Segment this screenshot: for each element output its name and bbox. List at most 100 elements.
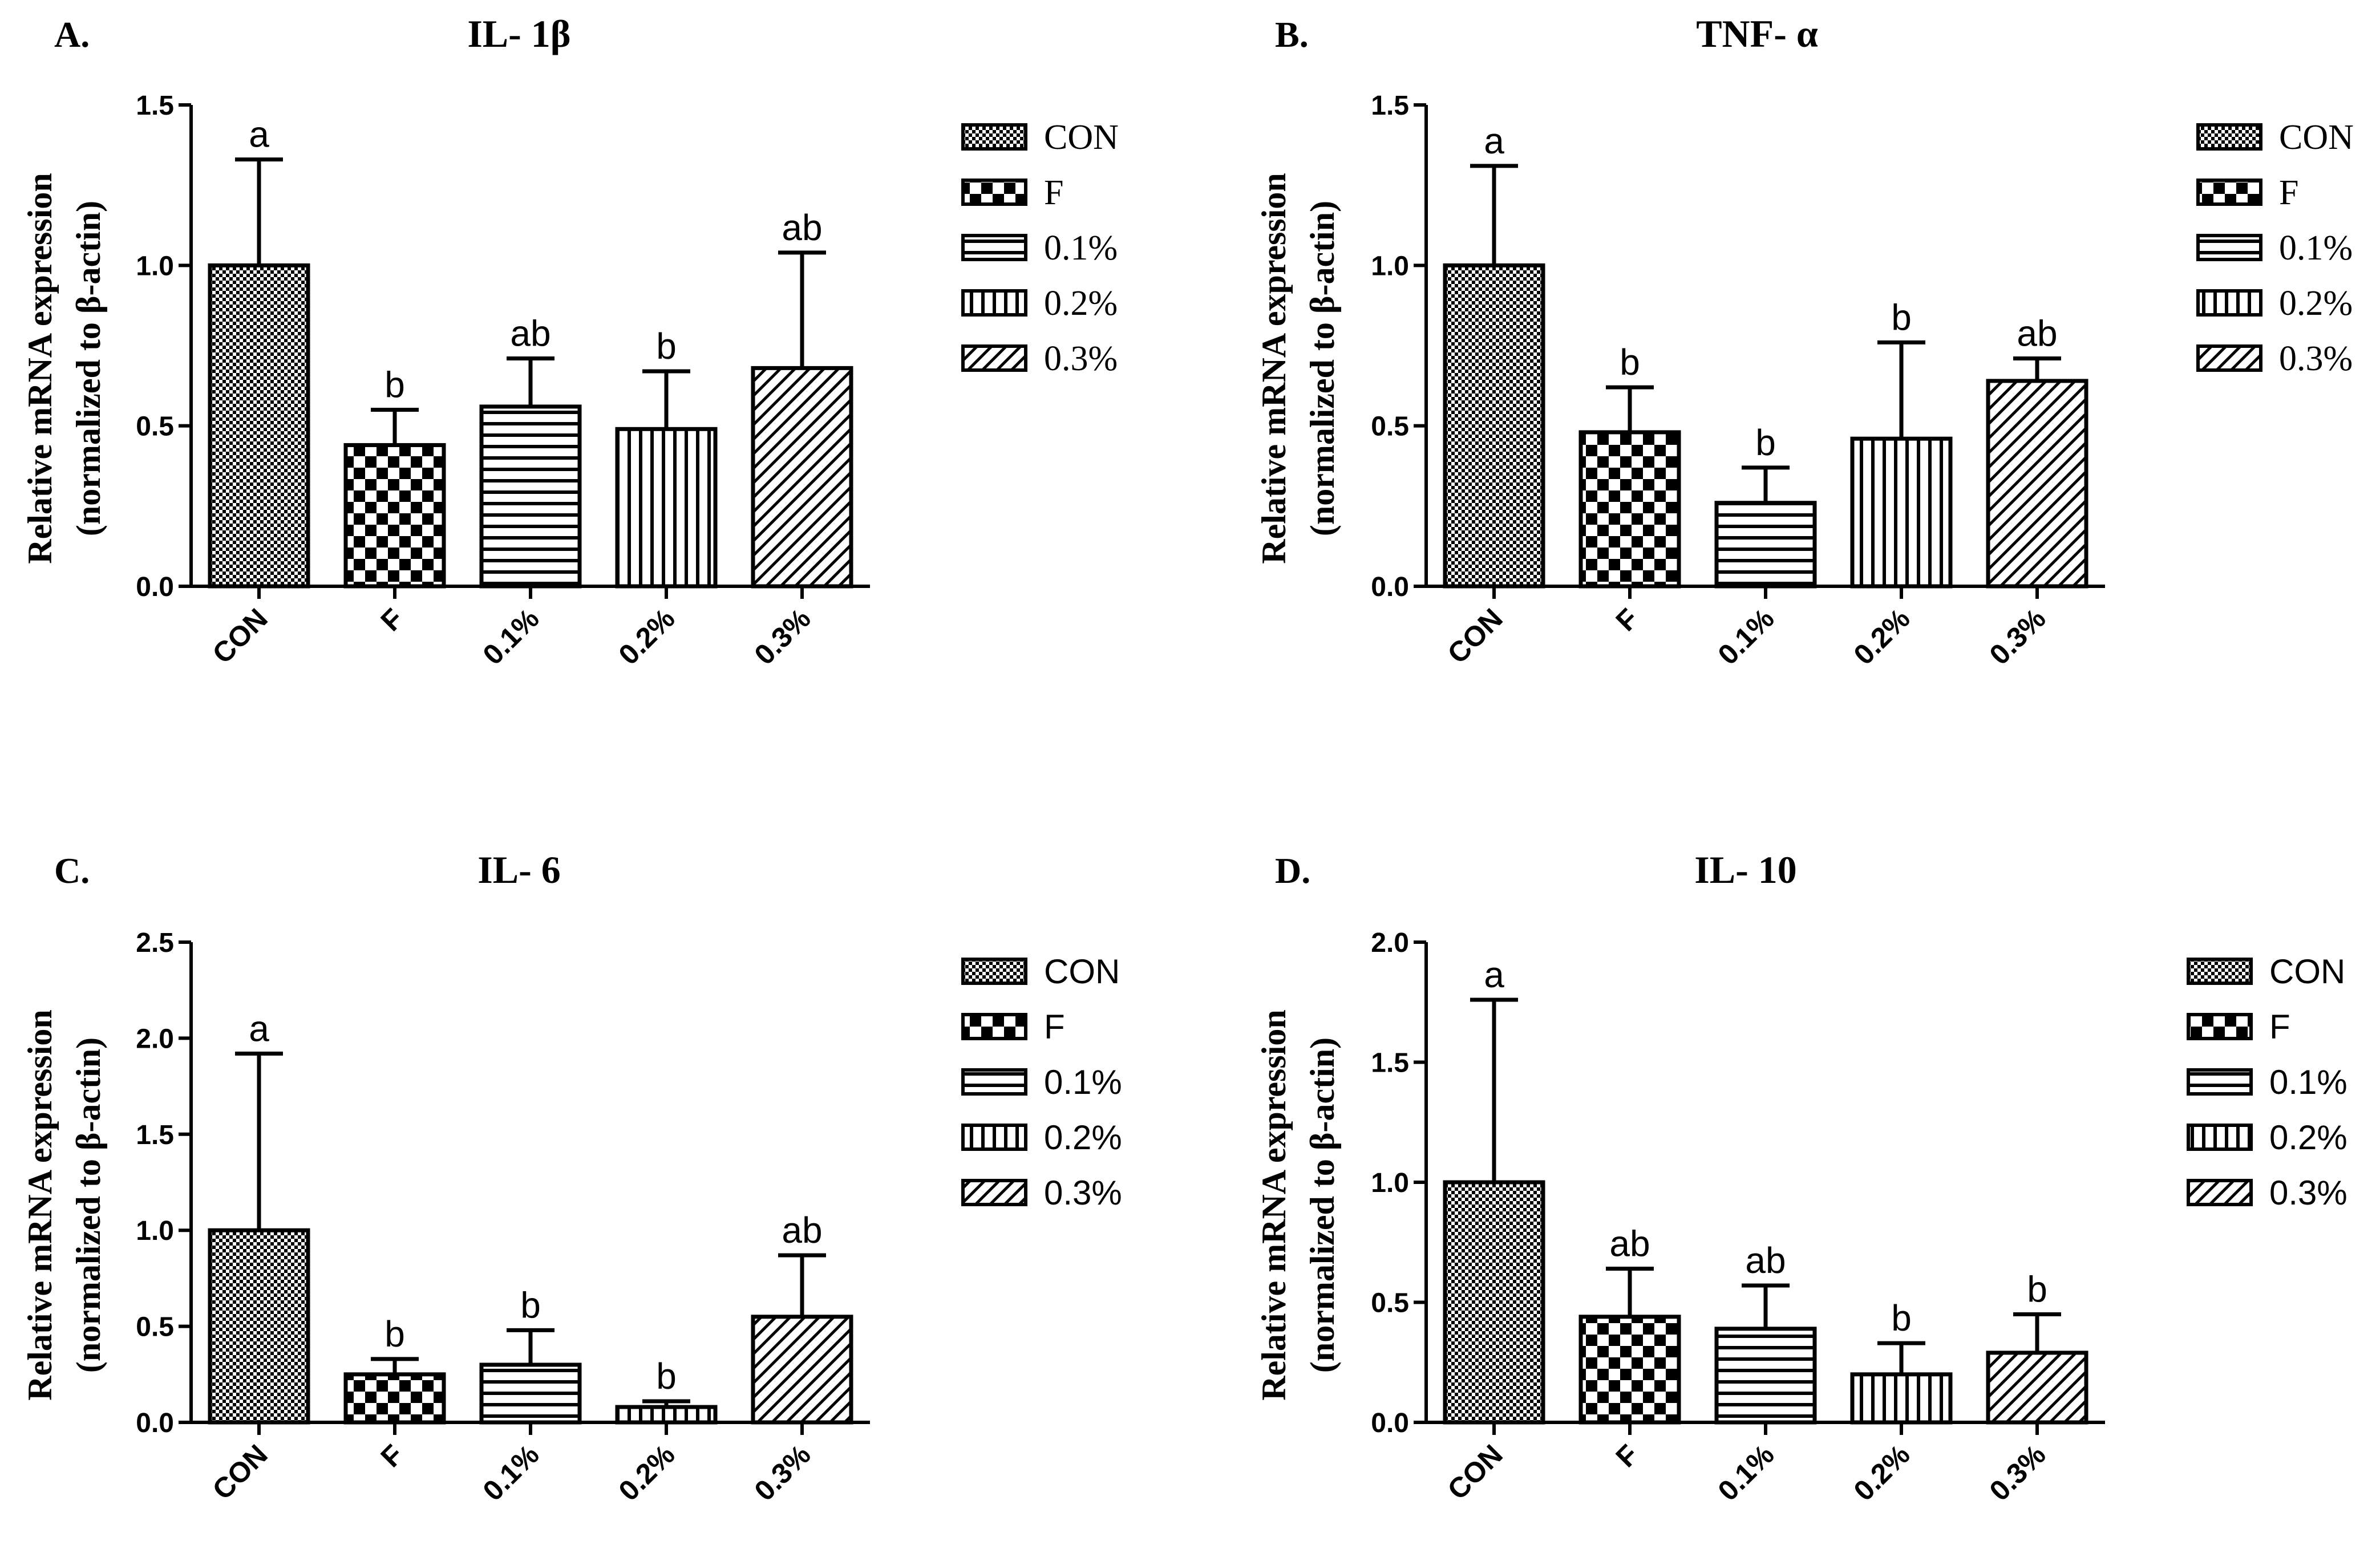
y-tick-label: 1.0 (1371, 251, 1409, 281)
significance-label: ab (1745, 1240, 1786, 1281)
x-tick-label: 0.3% (748, 602, 817, 671)
legend-swatch (961, 1179, 1027, 1206)
significance-label: b (656, 326, 677, 367)
y-tick-label: 0.5 (1371, 1288, 1409, 1319)
bar-0.2% (1850, 436, 1953, 589)
legend: CON F 0.1% 0.2% 0.3% (961, 118, 1119, 378)
legend: CON F 0.1% 0.2% 0.3% (2196, 118, 2354, 378)
legend-swatch (2196, 123, 2262, 151)
bar-F (343, 443, 446, 589)
legend-label: CON (2269, 952, 2345, 991)
significance-label: b (1891, 1297, 1912, 1339)
legend-label: CON (1044, 118, 1119, 157)
significance-label: ab (782, 1210, 822, 1251)
bar-0.1% (479, 404, 582, 589)
legend-swatch (961, 1068, 1027, 1096)
legend-swatch (961, 179, 1027, 206)
x-tick-label: F (1610, 602, 1645, 637)
bar-0.1% (479, 1362, 582, 1425)
y-axis-label-line1: Relative mRNA expression (21, 1009, 59, 1401)
legend-swatch (961, 344, 1027, 372)
bar-0.2% (1850, 1372, 1953, 1425)
significance-label: b (656, 1356, 677, 1397)
chart-title: TNF- α (1696, 12, 1818, 55)
legend-swatch (961, 1013, 1027, 1040)
significance-label: ab (510, 313, 551, 354)
legend-swatch (961, 1124, 1027, 1151)
bar-CON (1443, 263, 1545, 589)
y-axis-label-line1: Relative mRNA expression (1255, 1009, 1293, 1401)
legend-label: F (1044, 173, 1063, 212)
bar-F (1578, 430, 1681, 589)
bar-0.1% (1714, 501, 1817, 589)
y-tick-label: 1.0 (136, 1216, 174, 1246)
y-tick-label: 2.5 (136, 928, 174, 958)
y-axis-label-line1: Relative mRNA expression (21, 173, 59, 564)
significance-label: b (2027, 1269, 2047, 1310)
x-tick-label: F (375, 602, 410, 637)
legend-swatch (961, 123, 1027, 151)
legend-swatch (2187, 1179, 2253, 1206)
chart-panel-1: B. TNF- α Relative mRNA expression (normali… (1255, 12, 2354, 671)
x-tick-label: CON (207, 602, 274, 670)
bar-CON (1443, 1180, 1545, 1425)
x-tick-label: CON (207, 1438, 274, 1506)
x-tick-label: 0.1% (477, 1438, 545, 1507)
legend-label: 0.2% (2269, 1118, 2347, 1157)
x-tick-label: 0.3% (1984, 1438, 2052, 1507)
y-tick-label: 0.5 (136, 412, 174, 442)
y-tick-label: 1.0 (1371, 1168, 1409, 1198)
significance-label: ab (1609, 1223, 1650, 1264)
y-tick-label: 2.0 (136, 1024, 174, 1054)
legend-label: 0.1% (1044, 1063, 1122, 1101)
x-tick-label: 0.3% (748, 1438, 817, 1507)
bar-0.3% (1986, 1351, 2088, 1425)
legend-label: 0.3% (2269, 1174, 2347, 1212)
legend-swatch (2187, 1013, 2253, 1040)
significance-label: ab (782, 207, 822, 248)
y-tick-label: 2.0 (1371, 928, 1409, 958)
x-tick-label: 0.1% (477, 602, 545, 671)
panel-letter: D. (1275, 850, 1310, 891)
y-tick-label: 0.5 (1371, 412, 1409, 442)
x-tick-label: F (1610, 1438, 1645, 1473)
y-axis-label-line2: (normalized to β-actin) (1304, 201, 1341, 536)
significance-label: b (1755, 422, 1776, 463)
legend-swatch (961, 289, 1027, 317)
y-axis-label-line2: (normalized to β-actin) (70, 1037, 107, 1373)
legend-label: F (1044, 1008, 1065, 1046)
legend-swatch (2196, 179, 2262, 206)
y-tick-label: 1.5 (1371, 1048, 1409, 1078)
x-tick-label: CON (1442, 1438, 1509, 1506)
bar-CON (208, 263, 310, 589)
bar-0.2% (615, 427, 718, 589)
chart-title: IL- 10 (1694, 848, 1796, 891)
y-tick-label: 1.5 (136, 91, 174, 121)
y-tick-label: 1.0 (136, 251, 174, 281)
significance-label: ab (2017, 313, 2057, 354)
significance-label: a (249, 114, 269, 155)
legend-label: CON (2279, 118, 2354, 157)
bar-CON (208, 1228, 310, 1425)
legend-label: 0.1% (1044, 229, 1118, 267)
legend-label: 0.2% (2279, 284, 2353, 323)
bar-0.1% (1714, 1327, 1817, 1425)
y-tick-label: 1.5 (1371, 91, 1409, 121)
legend-swatch (2196, 344, 2262, 372)
x-tick-label: CON (1442, 602, 1509, 670)
x-tick-label: 0.2% (613, 1438, 681, 1507)
significance-label: b (1891, 297, 1912, 338)
legend-swatch (961, 234, 1027, 261)
legend-label: 0.1% (2279, 229, 2353, 267)
significance-label: a (1484, 120, 1504, 161)
legend-swatch (2187, 1068, 2253, 1096)
bar-0.3% (751, 366, 853, 589)
significance-label: b (520, 1284, 541, 1325)
legend-label: F (2269, 1008, 2290, 1046)
x-tick-label: 0.2% (1848, 602, 1916, 671)
x-tick-label: 0.3% (1984, 602, 2052, 671)
legend-swatch (2187, 1124, 2253, 1151)
legend-label: F (2279, 173, 2298, 212)
legend-label: 0.3% (2279, 339, 2353, 378)
legend-label: 0.1% (2269, 1063, 2347, 1101)
